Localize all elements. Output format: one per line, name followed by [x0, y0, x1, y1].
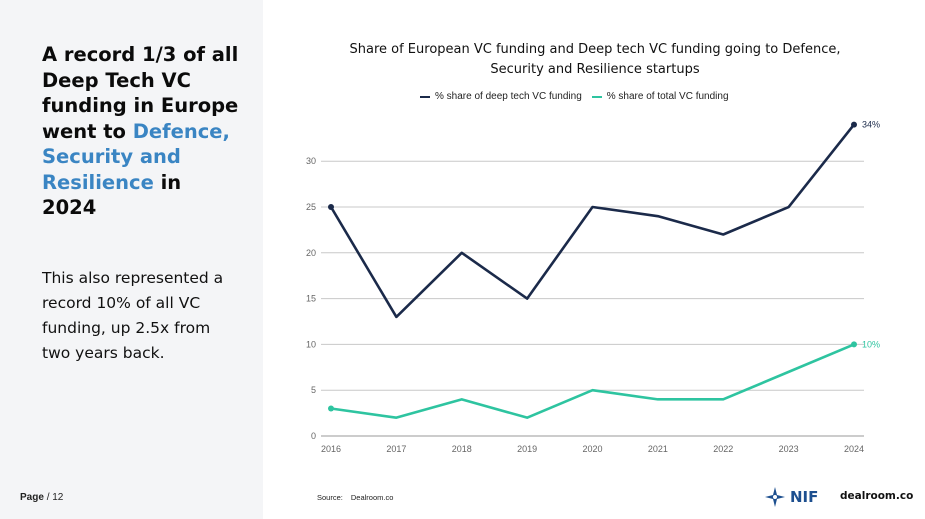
source-note: Source: Dealroom.co [317, 493, 393, 502]
x-tick-label: 2017 [386, 444, 406, 454]
left-panel: A record 1/3 of all Deep Tech VC funding… [0, 0, 263, 519]
page-number: / 12 [46, 492, 64, 503]
x-tick-label: 2018 [452, 444, 472, 454]
legend-label-total: % share of total VC funding [606, 91, 729, 102]
source-label: Source: [317, 493, 343, 502]
y-tick-label: 5 [311, 385, 316, 395]
y-tick-label: 10 [306, 339, 316, 349]
page-prefix: Page [20, 492, 44, 503]
chart-legend: % share of deep tech VC funding % share … [420, 91, 729, 102]
chart-title: Share of European VC funding and Deep te… [349, 42, 841, 77]
headline-highlight: Defence, Security and Resilience [42, 119, 230, 194]
y-tick-label: 0 [311, 431, 316, 441]
source-value: Dealroom.co [350, 493, 394, 502]
y-tick-label: 15 [306, 294, 316, 304]
data-label: 34% [862, 120, 880, 130]
x-tick-label: 2019 [517, 444, 537, 454]
x-tick-label: 2016 [321, 444, 341, 454]
data-label: 10% [862, 339, 880, 349]
data-point [851, 341, 857, 348]
x-tick-label: 2023 [779, 444, 799, 454]
legend-label-deep-tech: % share of deep tech VC funding [435, 91, 582, 102]
legend-item-deep-tech: % share of deep tech VC funding [420, 91, 582, 102]
headline-text-end: in 2024 [42, 170, 182, 220]
nif-logo: NIF [764, 486, 818, 508]
nif-label: NIF [790, 488, 819, 506]
data-point [851, 121, 857, 128]
page-indicator: Page / 12 [20, 492, 63, 503]
legend-item-total: % share of total VC funding [591, 91, 729, 102]
x-tick-label: 2024 [844, 444, 864, 454]
headline-text: A record 1/3 of all Deep Tech VC funding… [42, 43, 239, 143]
x-tick-label: 2022 [713, 444, 733, 454]
y-tick-label: 30 [306, 156, 316, 166]
y-tick-label: 20 [306, 248, 316, 258]
legend-swatch-total [591, 95, 602, 98]
x-tick-label: 2020 [582, 444, 602, 454]
dealroom-logo: dealroom.co [840, 490, 914, 502]
subtext: This also represented a record 10% of al… [42, 269, 224, 362]
headline: A record 1/3 of all Deep Tech VC funding… [42, 42, 242, 221]
data-point [328, 204, 334, 211]
nif-emblem-icon [765, 487, 785, 507]
x-tick-label: 2021 [648, 444, 668, 454]
y-tick-label: 25 [306, 202, 316, 212]
series-line-total [329, 343, 856, 419]
data-point [328, 405, 334, 412]
legend-swatch-deep-tech [420, 95, 430, 98]
series-line-deep-tech [329, 123, 856, 319]
